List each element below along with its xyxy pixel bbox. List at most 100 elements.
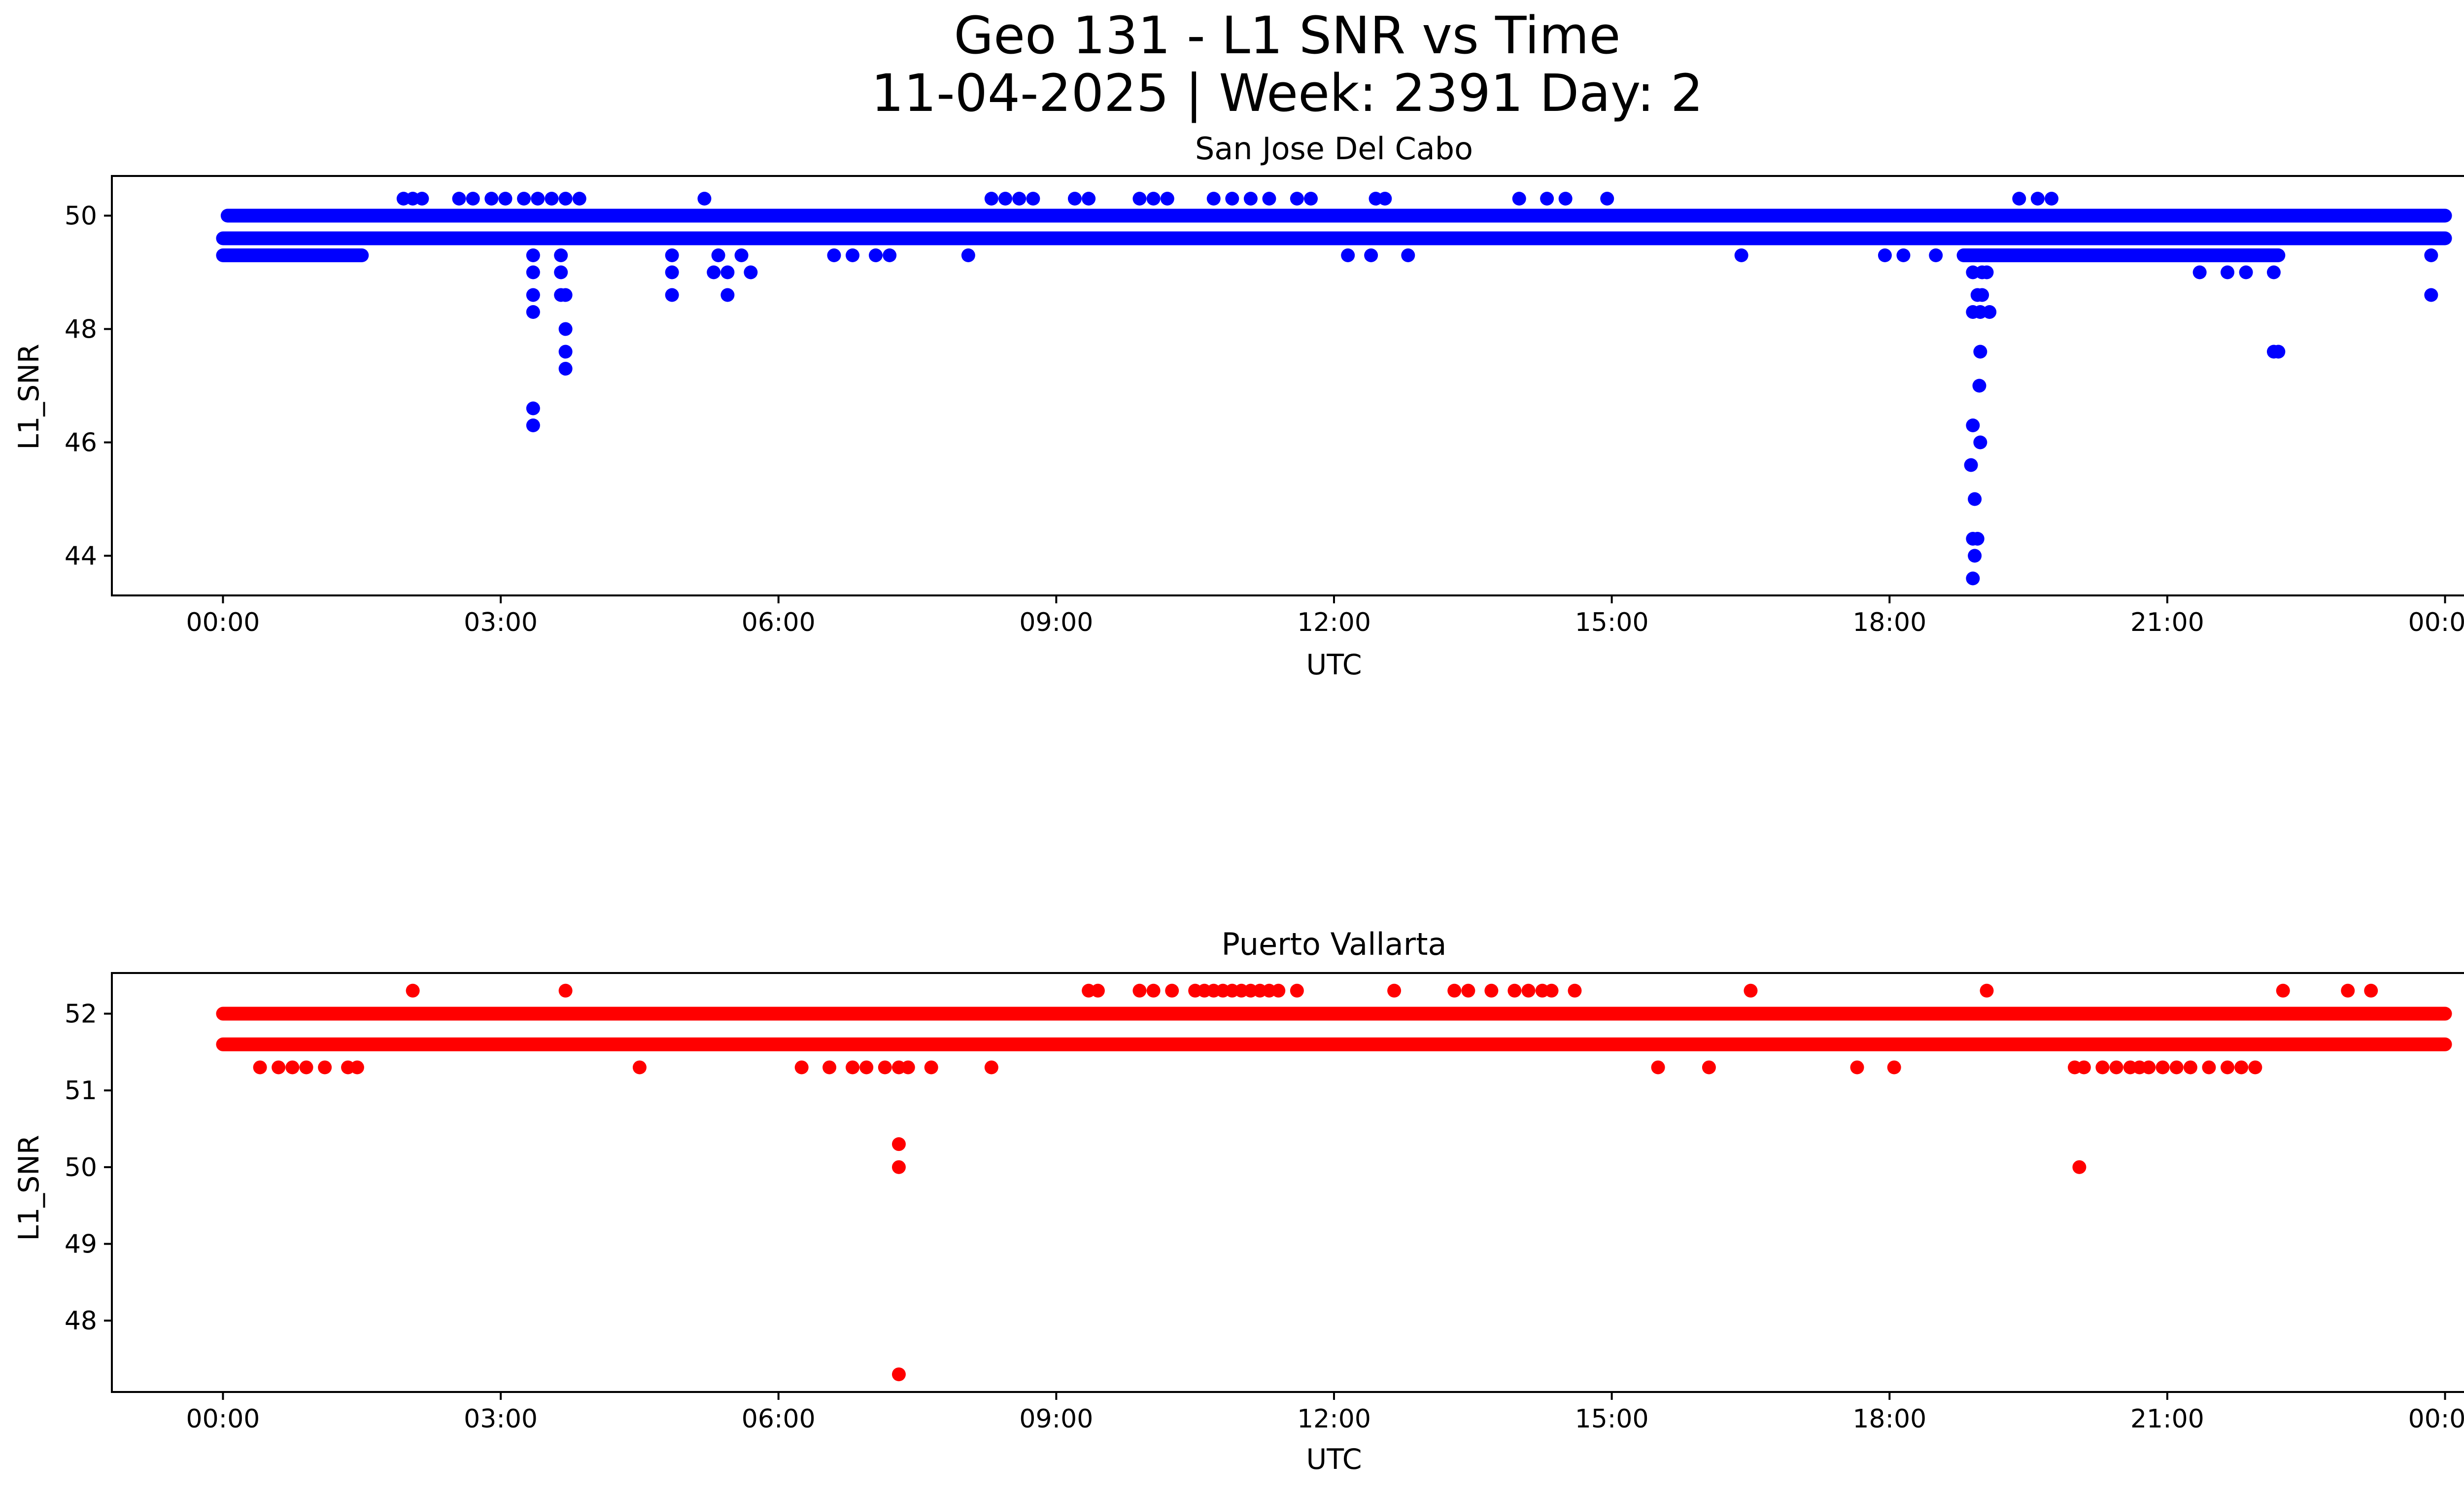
subplot-title: Puerto Vallarta — [1221, 926, 1446, 962]
data-point — [1225, 192, 1239, 206]
data-point — [2077, 1060, 2091, 1075]
data-point — [744, 265, 758, 279]
figure-title-line2: 11-04-2025 | Week: 2391 Day: 2 — [871, 63, 1703, 123]
data-point — [2095, 1060, 2110, 1075]
y-axis-ticks: 48 49 50 51 52 — [65, 1000, 112, 1336]
data-point — [1887, 1060, 1901, 1075]
data-point — [2072, 1160, 2087, 1174]
data-point — [665, 288, 679, 302]
data-point — [901, 1060, 915, 1075]
y-tick-label: 52 — [65, 1000, 97, 1029]
x-tick-label: 15:00 — [1575, 1404, 1649, 1434]
data-point — [891, 1160, 906, 1174]
data-point — [2424, 248, 2438, 262]
data-point — [2109, 1060, 2123, 1075]
y-axis-label: L1_SNR — [13, 344, 45, 450]
data-point — [452, 192, 466, 206]
data-point — [253, 1060, 267, 1075]
data-band — [220, 209, 2452, 223]
data-band — [1956, 248, 2286, 262]
data-point — [2045, 192, 2059, 206]
data-point — [1973, 345, 1987, 359]
data-point — [1067, 192, 1082, 206]
data-point — [1850, 1060, 1864, 1075]
data-point — [878, 1060, 892, 1075]
data-point — [2424, 288, 2438, 302]
data-point — [2364, 983, 2378, 998]
data-point — [697, 192, 712, 206]
x-tick-label: 21:00 — [2130, 608, 2204, 637]
y-tick-label: 46 — [65, 428, 97, 458]
data-point — [734, 248, 749, 262]
data-point — [1929, 248, 1943, 262]
y-tick-label: 50 — [65, 202, 97, 231]
data-point — [558, 362, 573, 376]
data-band — [216, 231, 2452, 245]
data-point — [924, 1060, 938, 1075]
data-point — [1966, 418, 1980, 432]
y-axis-ticks: 44 46 48 50 — [65, 202, 112, 571]
data-point — [720, 265, 735, 279]
data-point — [827, 248, 841, 262]
data-point — [2234, 1060, 2249, 1075]
data-point — [1401, 248, 1415, 262]
x-tick-label: 00:00 — [186, 608, 260, 637]
x-tick-label: 09:00 — [1019, 608, 1093, 637]
data-point — [1290, 192, 1304, 206]
data-point — [1082, 192, 1096, 206]
data-point — [1484, 983, 1499, 998]
data-point — [1512, 192, 1526, 206]
data-point — [1544, 983, 1559, 998]
data-point — [1896, 248, 1911, 262]
data-point — [984, 192, 998, 206]
data-point — [859, 1060, 874, 1075]
data-point — [632, 1060, 647, 1075]
data-point — [1968, 492, 1982, 506]
x-tick-label: 15:00 — [1575, 608, 1649, 637]
y-tick-label: 48 — [65, 315, 97, 345]
data-point — [558, 983, 573, 998]
x-axis-label: UTC — [1306, 649, 1362, 681]
data-point — [1165, 983, 1179, 998]
data-point — [2156, 1060, 2170, 1075]
data-point — [1012, 192, 1027, 206]
data-point — [1146, 983, 1161, 998]
plot-frame — [111, 972, 2464, 1393]
data-point — [350, 1060, 364, 1075]
data-point — [2248, 1060, 2262, 1075]
data-point — [2202, 1060, 2216, 1075]
x-tick-label: 21:00 — [2130, 1404, 2204, 1434]
data-point — [526, 401, 540, 416]
data-point — [1983, 305, 1997, 319]
x-tick-label: 12:00 — [1297, 608, 1371, 637]
data-point — [891, 1367, 906, 1382]
data-point — [1734, 248, 1748, 262]
data-point — [665, 248, 679, 262]
data-point — [1558, 192, 1573, 206]
data-point — [1447, 983, 1462, 998]
y-tick-label: 49 — [65, 1230, 97, 1259]
data-point — [1980, 265, 1994, 279]
data-point — [466, 192, 480, 206]
data-point — [1973, 435, 1987, 450]
data-point — [869, 248, 883, 262]
data-point — [998, 192, 1013, 206]
data-point — [1507, 983, 1522, 998]
data-point — [883, 248, 897, 262]
x-tick-label: 06:00 — [742, 608, 816, 637]
x-tick-label: 18:00 — [1852, 1404, 1926, 1434]
data-point — [1970, 288, 1985, 302]
data-point — [1378, 192, 1392, 206]
data-point — [1364, 248, 1378, 262]
data-point — [1146, 192, 1161, 206]
data-point — [984, 1060, 998, 1075]
y-tick-label: 44 — [65, 542, 97, 571]
x-tick-label: 03:00 — [464, 1404, 538, 1434]
y-tick-label: 48 — [65, 1306, 97, 1336]
y-tick-label: 51 — [65, 1076, 97, 1106]
data-point — [961, 248, 975, 262]
data-point — [1744, 983, 1758, 998]
data-point — [318, 1060, 332, 1075]
data-point — [526, 265, 540, 279]
